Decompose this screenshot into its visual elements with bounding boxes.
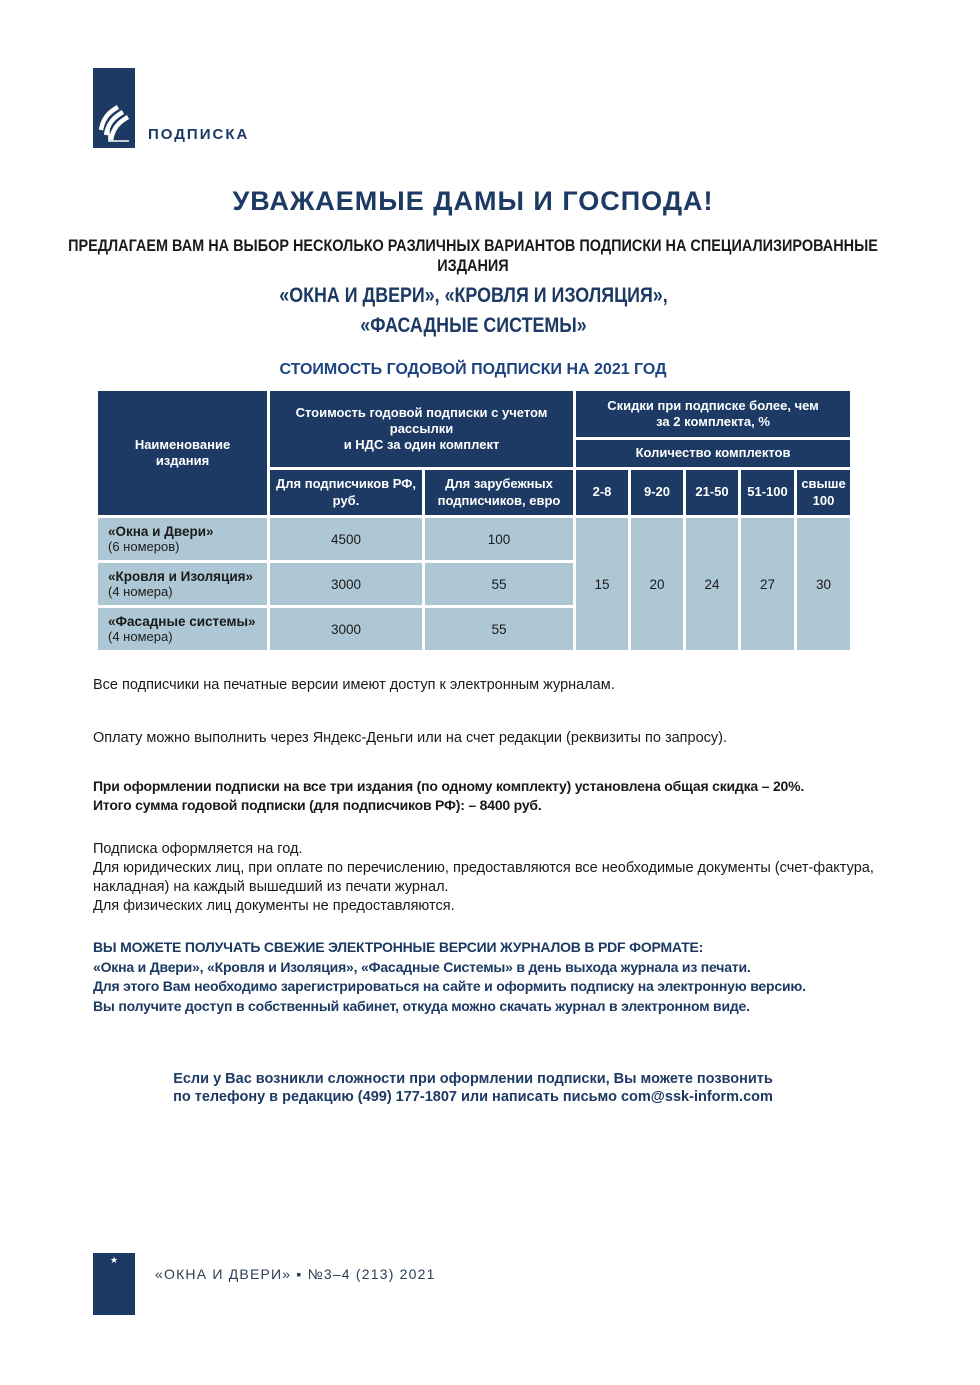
price-foreign-cell: 55 xyxy=(421,560,577,608)
col-header-name: Наименование издания xyxy=(95,388,270,518)
magazine-cell: «Фасадные системы» (4 номера) xyxy=(95,605,270,653)
subscription-table: Наименование издания Стоимость годовой п… xyxy=(95,388,854,653)
price-rf-cell: 4500 xyxy=(267,515,425,563)
col-header-quantity: Количество комплектов xyxy=(573,437,854,470)
subscription-price-table: Наименование издания Стоимость годовой п… xyxy=(95,388,854,653)
star-icon: ★ xyxy=(109,1255,119,1265)
col-header-range-51-100: 51-100 xyxy=(738,467,798,518)
page-subtitle: ПРЕДЛАГАЕМ ВАМ НА ВЫБОР НЕСКОЛЬКО РАЗЛИЧ… xyxy=(0,236,963,276)
paragraph-payment: Оплату можно выполнить через Яндекс-День… xyxy=(93,730,727,746)
table-row: «Окна и Двери» (6 номеров) 4500 100 15 2… xyxy=(95,515,854,653)
page-subtitle-text: ПРЕДЛАГАЕМ ВАМ НА ВЫБОР НЕСКОЛЬКО РАЗЛИЧ… xyxy=(68,236,878,275)
discount-cell-51-100: 27 xyxy=(738,515,798,653)
col-header-rf: Для подписчиков РФ, руб. xyxy=(267,467,425,518)
magazine-name: «Фасадные системы» xyxy=(108,614,256,629)
price-rf-cell: 3000 xyxy=(267,605,425,653)
magazine-names-text: «ОКНА И ДВЕРИ», «КРОВЛЯ И ИЗОЛЯЦИЯ», «ФА… xyxy=(278,284,668,337)
price-foreign-cell: 55 xyxy=(421,605,577,653)
col-header-range-9-20: 9-20 xyxy=(628,467,687,518)
magazine-name: «Окна и Двери» xyxy=(108,524,214,539)
contact-info: Если у Вас возникли сложности при оформл… xyxy=(173,1071,773,1105)
table-row: «Кровля и Изоляция» (4 номера) 3000 55 xyxy=(95,560,852,608)
footer-issue-line: «ОКНА И ДВЕРИ» ▪ №3–4 (213) 2021 xyxy=(155,1266,436,1282)
col-header-range-21-50: 21-50 xyxy=(683,467,742,518)
col-header-range-over-100: свыше 100 xyxy=(794,467,854,518)
col-header-cost: Стоимость годовой подписки с учетом расс… xyxy=(266,388,577,470)
paragraph-pdf-versions: ВЫ МОЖЕТЕ ПОЛУЧАТЬ СВЕЖИЕ ЭЛЕКТРОННЫЕ ВЕ… xyxy=(93,939,806,1014)
magazine-issues: (4 номера) xyxy=(108,629,173,644)
col-header-range-2-8: 2-8 xyxy=(573,467,632,518)
paragraph-electronic-access: Все подписчики на печатные версии имеют … xyxy=(93,677,615,693)
magazine-names: «ОКНА И ДВЕРИ», «КРОВЛЯ И ИЗОЛЯЦИЯ», «ФА… xyxy=(0,281,963,341)
discount-cell-2-8: 15 xyxy=(573,515,632,653)
magazine-issues: (6 номеров) xyxy=(108,539,180,554)
footer-logo: ★ xyxy=(93,1253,135,1315)
three-curved-pages-icon xyxy=(93,68,135,148)
col-header-foreign: Для зарубежных подписчиков, евро xyxy=(421,467,577,518)
paragraph-terms: Подписка оформляется на год. Для юридиче… xyxy=(93,841,874,914)
col-header-discounts: Скидки при подписке более, чем за 2 комп… xyxy=(573,388,854,440)
magazine-issues: (4 номера) xyxy=(108,584,173,599)
magazine-cell: «Кровля и Изоляция» (4 номера) xyxy=(95,560,270,608)
magazine-name: «Кровля и Изоляция» xyxy=(108,569,254,584)
table-title: СТОИМОСТЬ ГОДОВОЙ ПОДПИСКИ НА 2021 ГОД xyxy=(279,361,667,378)
discount-cell-over-100: 30 xyxy=(794,515,854,653)
table-row: «Фасадные системы» (4 номера) 3000 55 xyxy=(95,605,852,653)
publisher-logo xyxy=(93,68,135,148)
discount-cell-21-50: 24 xyxy=(683,515,742,653)
brand-label: ПОДПИСКА xyxy=(148,126,250,143)
price-rf-cell: 3000 xyxy=(267,560,425,608)
discount-cell-9-20: 20 xyxy=(628,515,687,653)
price-foreign-cell: 100 xyxy=(421,515,577,563)
paragraph-bundle-discount: При оформлении подписки на все три издан… xyxy=(93,778,805,813)
page-title: УВАЖАЕМЫЕ ДАМЫ И ГОСПОДА! xyxy=(232,186,714,216)
magazine-cell: «Окна и Двери» (6 номеров) xyxy=(95,515,270,563)
